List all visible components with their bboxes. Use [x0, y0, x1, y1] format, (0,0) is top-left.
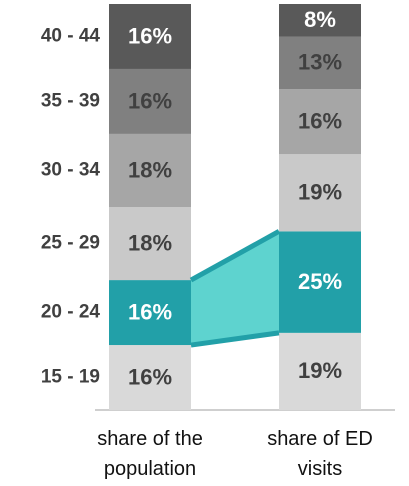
connector-edge [190, 330, 280, 348]
x-tick-label: share of ED visits [267, 428, 373, 480]
bar-segment [279, 89, 361, 155]
value-label: 19% [298, 180, 342, 205]
value-label: 16% [298, 109, 342, 134]
value-label: 16% [128, 364, 172, 389]
connector-edge [189, 229, 281, 283]
value-label: 16% [128, 299, 172, 324]
value-label: 25% [298, 269, 342, 294]
legend-label: 30 - 34 [41, 159, 101, 180]
bar-segment [109, 4, 191, 69]
x-tick-label: share of the population [97, 428, 203, 480]
legend-label: 40 - 44 [41, 25, 101, 46]
connector-band [191, 231, 279, 346]
value-label: 16% [128, 23, 172, 48]
legend-label: 25 - 29 [41, 233, 100, 254]
bar-segment [279, 36, 361, 90]
bar-segment [279, 332, 361, 410]
value-label: 13% [298, 50, 342, 75]
bar-segment [109, 207, 191, 281]
value-label: 19% [298, 358, 342, 383]
value-label: 18% [128, 230, 172, 255]
legend-label: 15 - 19 [41, 367, 100, 388]
value-label: 18% [128, 157, 172, 182]
bar-segment [109, 68, 191, 134]
legend-label: 35 - 39 [41, 90, 100, 111]
bar-segment [109, 280, 191, 346]
bar-segment [109, 345, 191, 410]
legend-label: 20 - 24 [41, 302, 101, 323]
bar-segment [279, 4, 361, 37]
bar-segment [279, 154, 361, 232]
value-label: 8% [304, 7, 336, 32]
bar-segment [109, 133, 191, 207]
bar-segment [279, 231, 361, 333]
value-label: 16% [128, 88, 172, 113]
